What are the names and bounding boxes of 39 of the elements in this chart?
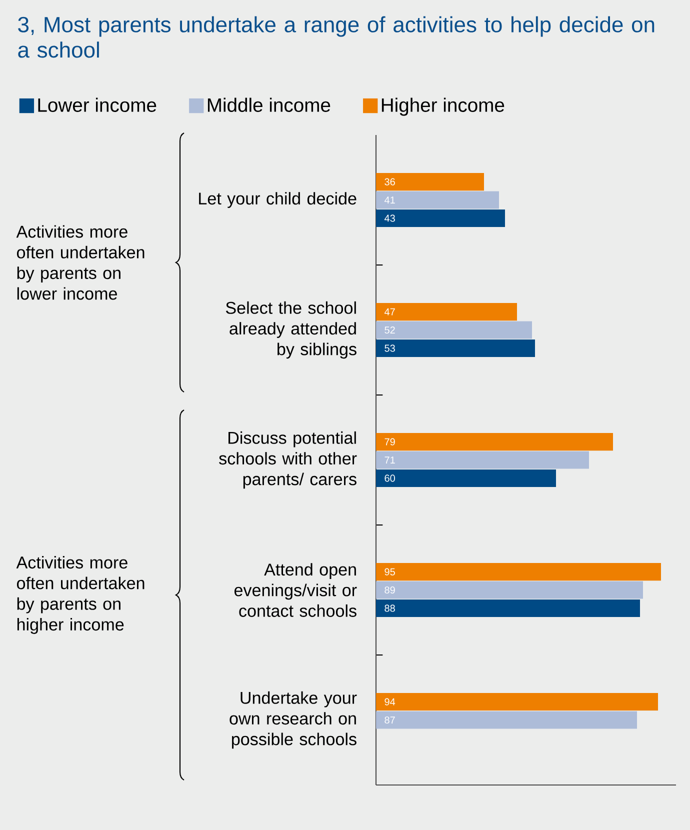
y-tick-label: Discuss potential schools with other parents/ carers [219,431,357,489]
bar [376,581,643,599]
data-label: 60 [384,474,395,482]
data-label: 95 [384,568,395,576]
data-label: 89 [384,586,395,594]
bar [376,693,658,711]
legend-label: Middle income [208,98,330,112]
bar [376,173,484,191]
data-label: 94 [384,698,396,706]
text: Activities more often undertaken by parents on lower income [16,225,144,300]
bar [376,451,589,469]
bar [376,563,661,581]
bar [376,209,505,227]
y-tick-label: Attend open evenings/visit or contact schools [234,563,357,617]
data-label: 47 [384,308,395,316]
data-label: 52 [384,326,395,334]
bar [376,191,499,209]
data-label: 88 [384,604,395,612]
data-label: 41 [384,196,395,204]
bar [376,711,637,729]
y-tick-label: Undertake your own research on possible schools [230,691,357,749]
data-label: 36 [384,178,395,186]
bar [376,469,556,487]
bar [376,339,535,357]
y-tick-label: Let your child decide [199,192,356,208]
bar [376,321,532,339]
bar [376,599,640,617]
data-label: 71 [384,456,395,464]
legend-label: Higher income [382,98,504,116]
data-label: 43 [384,214,395,222]
data-label: 79 [384,438,395,446]
chart-title: 3, Most parents undertake a range of activities to help decide on a school [18,16,654,58]
data-label: 53 [384,344,395,352]
bar [376,433,613,451]
data-label: 87 [384,716,395,724]
legend-label: Lower income [38,98,156,112]
y-tick-label: Select the school already attended by siblings [226,301,356,359]
bar [376,303,517,321]
text: Activities more often undertaken by parents on higher income [16,556,144,634]
